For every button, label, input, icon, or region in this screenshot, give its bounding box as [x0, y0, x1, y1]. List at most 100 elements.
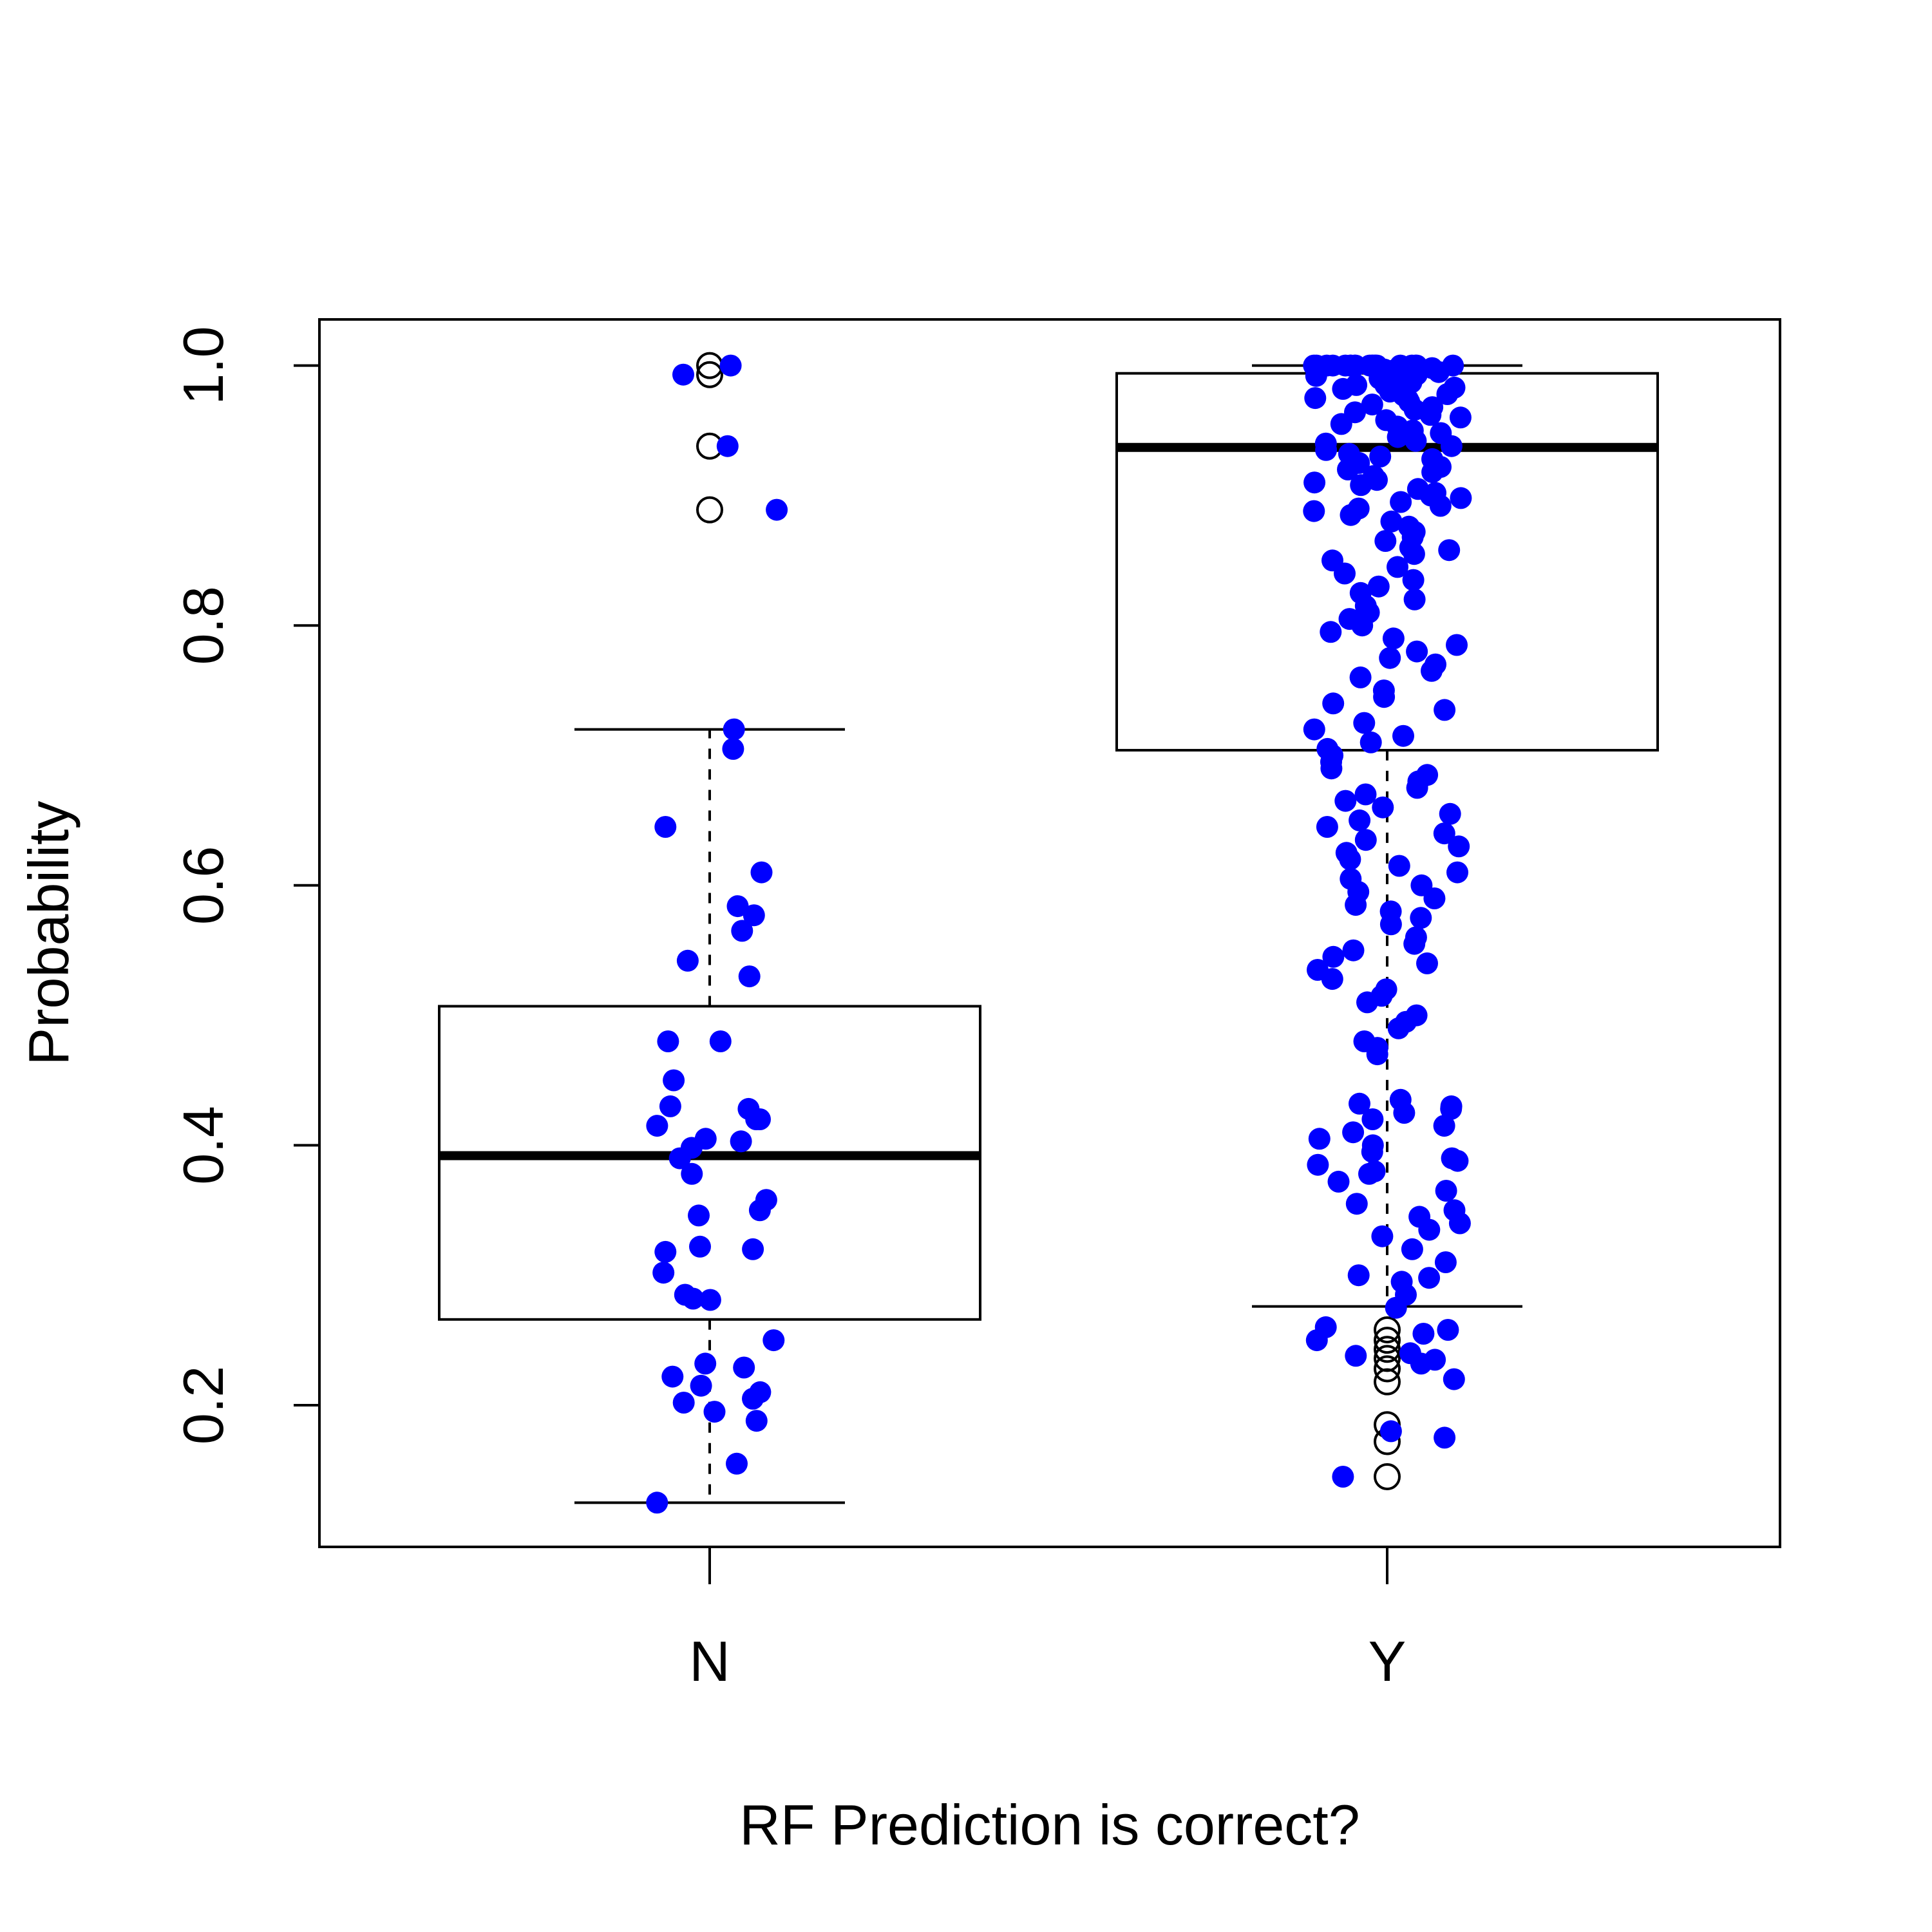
outlier-marker: [1374, 1368, 1401, 1396]
x-tick-label: N: [689, 1629, 730, 1693]
data-point: [1353, 712, 1376, 734]
y-tick-label: 0.8: [171, 586, 235, 665]
data-point: [1385, 1296, 1407, 1319]
data-point: [657, 1030, 679, 1052]
x-tick-label: Y: [1368, 1629, 1406, 1693]
data-point: [663, 1069, 685, 1092]
data-point: [682, 1287, 705, 1310]
data-point: [1374, 530, 1397, 552]
data-point: [1354, 783, 1377, 806]
data-point: [743, 904, 765, 927]
boxes-layer: [438, 352, 1659, 1504]
data-point: [1349, 666, 1372, 688]
data-point: [1304, 387, 1327, 410]
data-point: [1305, 365, 1327, 387]
data-point: [661, 1365, 684, 1388]
data-point: [750, 861, 773, 884]
data-point: [1379, 1420, 1402, 1443]
data-point: [1303, 500, 1325, 522]
data-point: [1334, 562, 1356, 585]
data-point: [1403, 933, 1426, 955]
data-point: [688, 1204, 710, 1227]
plot-frame: [318, 318, 1781, 1548]
data-point: [1321, 968, 1343, 990]
data-point: [1340, 504, 1362, 526]
data-point: [745, 1108, 768, 1130]
outlier-marker: [1374, 1336, 1401, 1363]
data-point: [1308, 1128, 1331, 1150]
data-point: [1332, 377, 1354, 400]
data-point: [1440, 435, 1463, 457]
data-point: [1390, 491, 1412, 513]
iqr-box: [438, 1005, 981, 1321]
data-point: [646, 1492, 668, 1514]
data-point: [1379, 647, 1401, 669]
data-point: [1388, 855, 1410, 877]
data-point: [1369, 445, 1392, 468]
data-point: [709, 1030, 732, 1052]
data-point: [1401, 1238, 1423, 1260]
data-point: [1339, 848, 1361, 871]
data-point: [654, 816, 677, 838]
data-point: [676, 949, 699, 972]
data-point: [1421, 461, 1444, 484]
data-point: [1350, 474, 1372, 497]
data-point: [1327, 1170, 1350, 1193]
data-point: [1387, 426, 1409, 448]
data-point: [1345, 1345, 1367, 1367]
data-point: [1443, 1368, 1465, 1390]
data-point: [1347, 1264, 1370, 1287]
data-point: [1429, 495, 1452, 517]
data-point: [659, 1095, 681, 1117]
data-point: [1345, 894, 1367, 916]
data-point: [1434, 1251, 1457, 1273]
data-point: [1436, 383, 1459, 405]
data-point: [1337, 459, 1359, 480]
data-point: [1380, 510, 1403, 533]
data-point: [1345, 1193, 1368, 1215]
data-point: [1373, 686, 1396, 708]
data-point: [1387, 1017, 1410, 1039]
data-point: [1315, 439, 1338, 461]
data-point: [1450, 487, 1472, 509]
data-point: [1446, 1150, 1469, 1172]
data-point: [1372, 796, 1394, 819]
data-point: [1449, 406, 1472, 429]
data-point: [1303, 718, 1325, 741]
data-point: [703, 1401, 726, 1423]
y-axis: 0.2 0.4 0.6 0.8 1.0: [171, 326, 321, 1444]
data-point: [742, 1238, 764, 1260]
data-point: [694, 1352, 717, 1375]
data-point: [748, 1199, 771, 1222]
data-point: [1392, 724, 1414, 747]
data-point: [1448, 1212, 1471, 1235]
outlier-marker: [1374, 1463, 1401, 1490]
data-point: [1410, 1352, 1432, 1375]
data-point: [730, 1130, 752, 1153]
data-point: [690, 1374, 712, 1397]
data-point: [1358, 1162, 1380, 1185]
data-point: [1435, 1180, 1457, 1202]
data-point: [1402, 569, 1425, 591]
data-point: [1334, 790, 1357, 812]
data-point: [1342, 1121, 1365, 1144]
data-point: [733, 1356, 755, 1379]
data-point: [1421, 659, 1443, 682]
data-point: [1423, 887, 1446, 909]
data-point: [745, 1410, 768, 1432]
data-point: [1342, 939, 1365, 961]
data-point: [1307, 1153, 1329, 1176]
data-point: [1416, 952, 1438, 974]
data-point: [1322, 692, 1345, 715]
data-point: [766, 498, 788, 521]
data-point: [699, 1289, 721, 1311]
data-point: [1410, 907, 1432, 929]
y-tick-label: 0.2: [171, 1366, 235, 1444]
outlier-marker: [1374, 1327, 1401, 1354]
data-point: [1349, 809, 1371, 831]
data-point: [1361, 1108, 1384, 1130]
y-tick-label: 1.0: [171, 326, 235, 404]
data-point: [1406, 777, 1428, 799]
data-point: [719, 354, 742, 377]
